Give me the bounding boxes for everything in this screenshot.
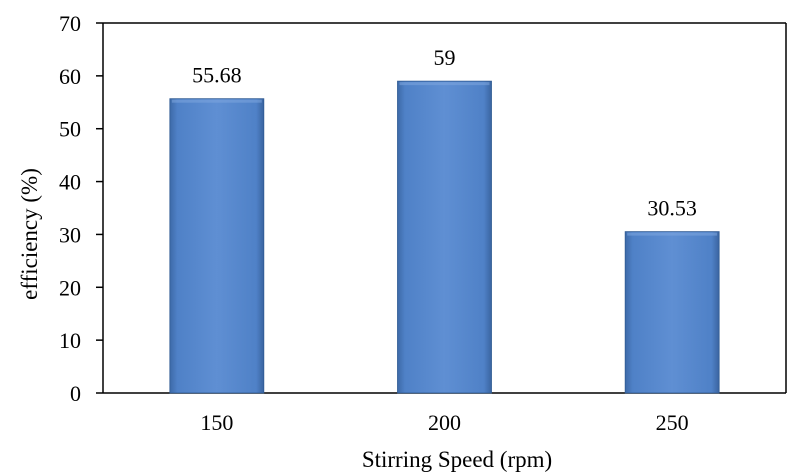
y-tick-label: 40 — [59, 170, 81, 195]
bar-150-highlight — [171, 99, 262, 103]
bars — [169, 80, 720, 394]
data-label-250: 30.53 — [647, 196, 697, 221]
y-axis: 0 10 20 30 40 50 60 70 — [59, 11, 104, 406]
bar-150 — [169, 98, 265, 394]
y-tick-label: 60 — [59, 64, 81, 89]
y-tick-label: 30 — [59, 222, 81, 247]
x-tick-label-150: 150 — [200, 410, 233, 435]
y-tick-label: 20 — [59, 275, 81, 300]
data-label-150: 55.68 — [192, 63, 242, 88]
bar-200-highlight — [399, 82, 490, 86]
y-tick-label: 10 — [59, 328, 81, 353]
y-tick-label: 70 — [59, 11, 81, 36]
x-tick-label-250: 250 — [656, 410, 689, 435]
y-axis-title: efficiency (%) — [17, 168, 42, 300]
bar-250 — [624, 231, 720, 394]
y-tick-label: 50 — [59, 117, 81, 142]
y-tick-label: 0 — [70, 381, 81, 406]
plot-frame — [103, 22, 787, 393]
data-label-200: 59 — [434, 45, 456, 70]
data-labels: 55.68 59 30.53 — [192, 45, 697, 220]
x-tick-label-200: 200 — [428, 410, 461, 435]
x-axis-title: Stirring Speed (rpm) — [362, 447, 552, 472]
bar-250-highlight — [627, 232, 718, 236]
x-axis: 150 200 250 — [103, 392, 786, 435]
bar-200 — [397, 80, 492, 394]
